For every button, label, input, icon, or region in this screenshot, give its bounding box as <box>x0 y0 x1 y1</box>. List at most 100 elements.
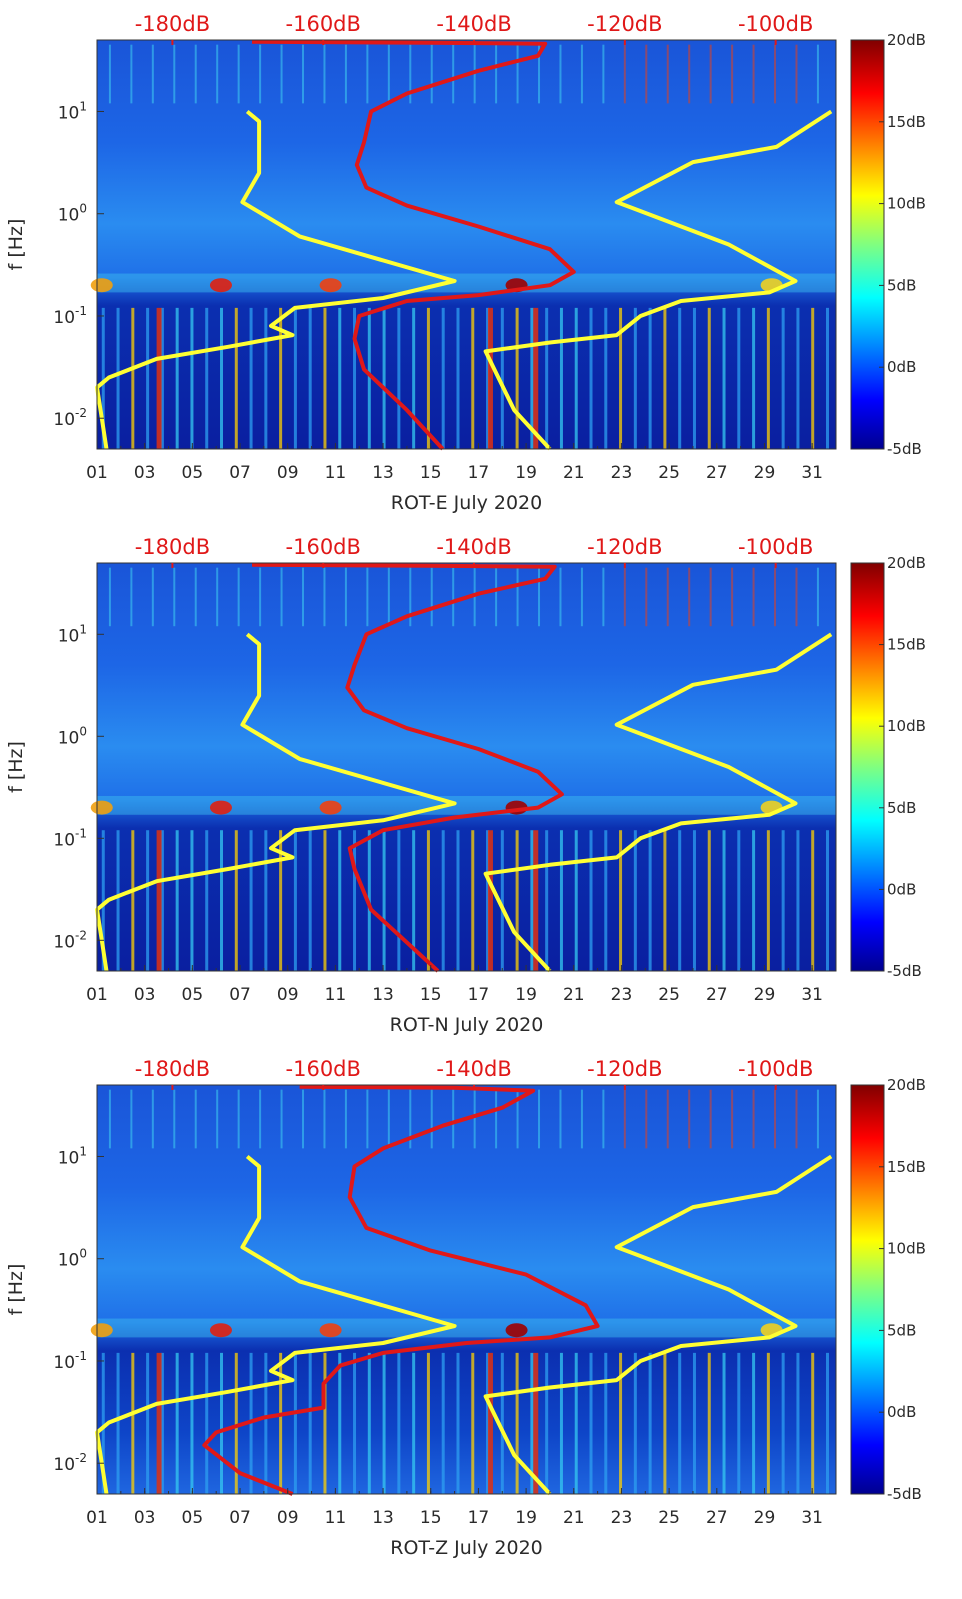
streak <box>619 1352 623 1494</box>
x-tick-label: 09 <box>277 1508 299 1528</box>
streak <box>604 830 608 971</box>
streak <box>796 1352 800 1494</box>
streak <box>752 307 756 449</box>
speckle <box>795 44 798 104</box>
speckle <box>559 44 562 104</box>
speckle <box>645 44 648 104</box>
colorbar-label: 10dB <box>887 195 926 213</box>
streak <box>175 1352 179 1494</box>
colorbar-label: 15dB <box>887 1158 926 1176</box>
streak <box>707 307 711 449</box>
streak <box>146 1352 150 1494</box>
hotspot <box>319 278 342 293</box>
streak <box>382 307 386 449</box>
x-tick-label: 19 <box>515 463 537 483</box>
streak <box>131 307 135 449</box>
streak <box>190 307 194 449</box>
speckle <box>645 1089 648 1149</box>
streak <box>279 307 283 449</box>
plot-frame <box>96 39 837 450</box>
streak <box>737 1352 741 1494</box>
top-db-label: -120dB <box>587 1057 662 1081</box>
streak <box>249 307 253 449</box>
top-db-label: -160dB <box>286 1057 361 1081</box>
spectrogram-streaks <box>101 307 829 449</box>
hotspot <box>90 1323 113 1338</box>
streak <box>737 307 741 449</box>
speckle <box>302 567 305 627</box>
streak <box>781 830 785 971</box>
streak <box>323 830 327 971</box>
red-noise-model-curve <box>202 1084 600 1496</box>
x-tick-label: 09 <box>277 985 299 1005</box>
y-tick-label: 100 <box>58 202 87 226</box>
streak <box>589 830 593 971</box>
streak <box>382 1352 386 1494</box>
speckle <box>452 567 455 627</box>
y-tick-label: 101 <box>58 622 87 646</box>
x-tick-label: 27 <box>706 985 728 1005</box>
colorbar-label: 5dB <box>887 1321 916 1339</box>
x-tick-label: 07 <box>229 985 251 1005</box>
streak <box>486 1352 490 1494</box>
streak <box>293 307 297 449</box>
x-tick-label: 09 <box>277 463 299 483</box>
x-tick-label: 17 <box>468 985 490 1005</box>
streak <box>338 830 342 971</box>
hotspot <box>319 800 342 815</box>
x-tick-label: 31 <box>801 463 823 483</box>
spectrogram-panel-2: 01 03 05 07 09 11 13 15 17 19 21 23 25 27 29 31 ROT-N Ju… <box>5 535 926 1036</box>
colorbar-label: 10dB <box>887 717 926 735</box>
x-tick-label: 29 <box>754 463 776 483</box>
colorbar-label: 20dB <box>887 31 926 49</box>
colorbar-label: -5dB <box>887 962 922 980</box>
streak <box>515 830 519 971</box>
yellow-left-curve <box>95 109 457 450</box>
speckle <box>516 1089 519 1149</box>
speckle <box>580 1089 583 1149</box>
y-axis-label: f [Hz] <box>5 1264 27 1316</box>
speckle <box>816 567 819 627</box>
x-tick-label: 03 <box>134 463 156 483</box>
speckle <box>752 44 755 104</box>
yellow-left-curve <box>95 1154 457 1495</box>
streak <box>559 1352 563 1494</box>
yellow-left-curve <box>95 632 457 972</box>
x-tick-label: 23 <box>611 985 633 1005</box>
speckle <box>344 567 347 627</box>
x-tick-label: 17 <box>468 1508 490 1528</box>
x-tick-label: 25 <box>658 985 680 1005</box>
speckle <box>151 567 154 627</box>
speckle <box>774 44 777 104</box>
speckle <box>731 567 734 627</box>
streak <box>101 830 105 971</box>
streak <box>131 830 135 971</box>
streak <box>574 830 578 971</box>
spectrogram-panel-1: 01 03 05 07 09 11 13 15 17 19 21 23 25 27 29 31 ROT-E Ju… <box>5 12 926 514</box>
streak <box>441 830 445 971</box>
y-tick-label: 10-1 <box>53 304 87 328</box>
speckle <box>259 567 262 627</box>
y-tick-label: 10-1 <box>53 1349 87 1373</box>
x-tick-label: 01 <box>86 463 108 483</box>
speckle <box>237 567 240 627</box>
streak <box>500 307 504 449</box>
speckle <box>495 44 498 104</box>
red-noise-model-curve <box>251 562 564 973</box>
speckle <box>108 1089 111 1149</box>
speckle <box>173 567 176 627</box>
x-tick-label: 13 <box>372 985 394 1005</box>
speckle <box>774 1089 777 1149</box>
speckle <box>495 1089 498 1149</box>
speckle <box>816 1089 819 1149</box>
y-tick-label: 101 <box>58 99 87 123</box>
x-tick-label: 07 <box>229 1508 251 1528</box>
colorbar <box>850 39 885 450</box>
streak <box>663 307 667 449</box>
speckle <box>752 567 755 627</box>
speckle <box>130 567 133 627</box>
streak <box>234 307 238 449</box>
colorbar-label: 0dB <box>887 1403 916 1421</box>
microseism-band <box>97 795 836 815</box>
speckle <box>473 1089 476 1149</box>
